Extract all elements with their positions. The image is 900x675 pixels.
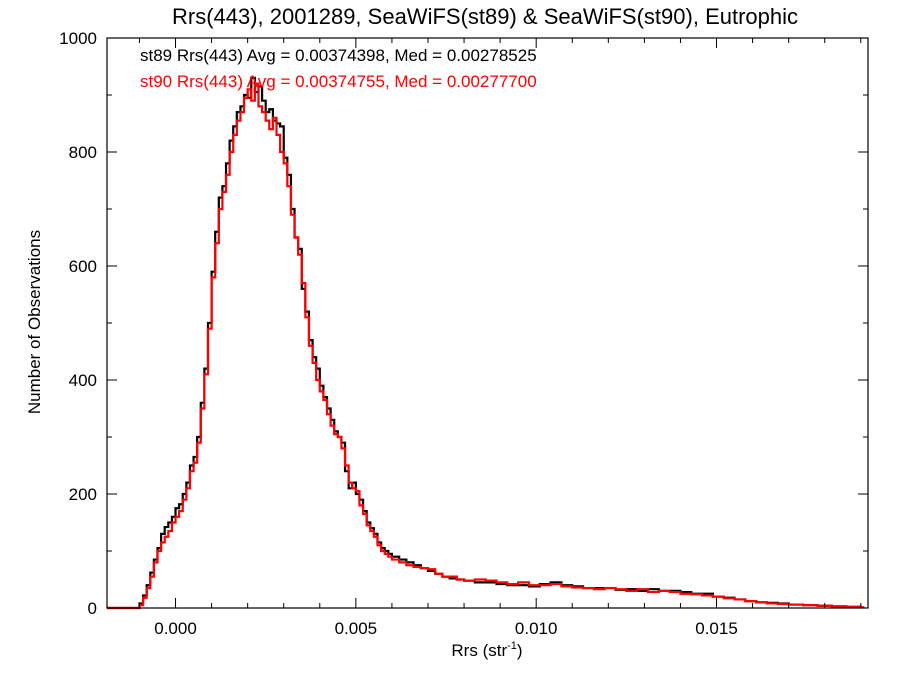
x-tick-label: 0.010 [515, 619, 558, 638]
legend-entry-st90: st90 Rrs(443) Avg = 0.00374755, Med = 0.… [140, 72, 537, 91]
x-axis-title-suffix: ) [517, 641, 523, 660]
series-line-st89 [107, 76, 865, 610]
y-tick-label: 600 [69, 257, 97, 276]
y-tick-label: 1000 [59, 29, 97, 48]
x-tick-label: 0.005 [335, 619, 378, 638]
series-line-st90 [107, 82, 865, 610]
series-layer [107, 76, 865, 610]
y-axis-title: Number of Observations [25, 230, 44, 414]
x-axis-title-main: Rrs (str [451, 641, 507, 660]
y-tick-label: 0 [88, 599, 97, 618]
chart-title: Rrs(443), 2001289, SeaWiFS(st89) & SeaWi… [172, 4, 798, 29]
y-axis: 0 200 400 600 800 1000 [59, 29, 868, 618]
y-tick-label: 400 [69, 371, 97, 390]
plot-frame [106, 37, 869, 609]
x-axis-title-superscript: -1 [507, 640, 517, 652]
x-axis-title: Rrs (str-1) [451, 640, 522, 660]
x-tick-label: 0.000 [154, 619, 197, 638]
x-tick-label: 0.015 [695, 619, 738, 638]
y-tick-label: 200 [69, 485, 97, 504]
legend: st89 Rrs(443) Avg = 0.00374398, Med = 0.… [140, 46, 537, 91]
plot-area [106, 37, 869, 610]
y-tick-label: 800 [69, 143, 97, 162]
x-axis: 0.000 0.005 0.010 0.015 [138, 38, 862, 638]
legend-entry-st89: st89 Rrs(443) Avg = 0.00374398, Med = 0.… [140, 46, 537, 65]
